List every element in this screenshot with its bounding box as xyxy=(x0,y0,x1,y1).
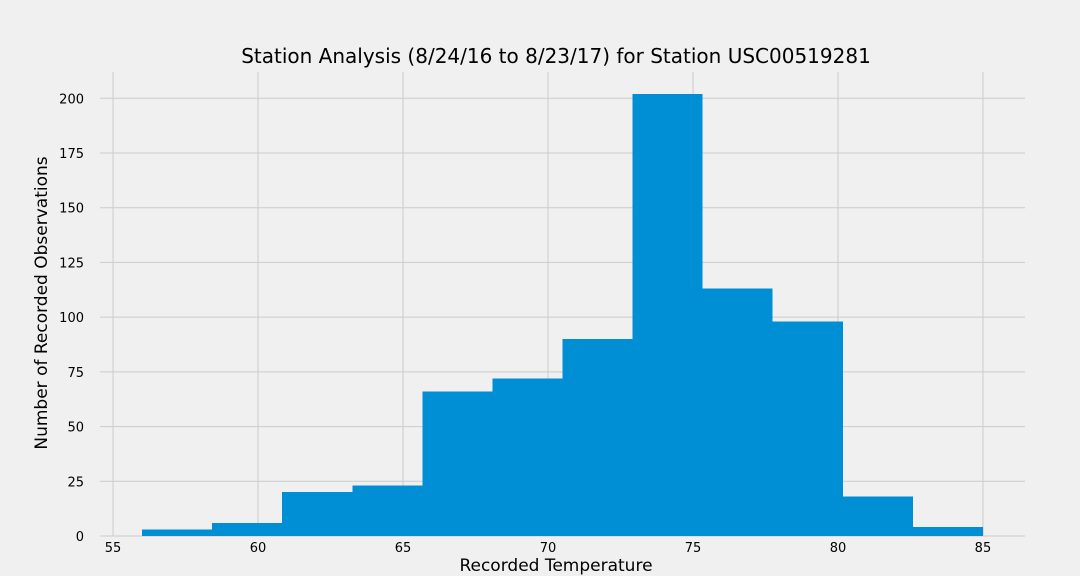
y-axis-label: Number of Recorded Observations xyxy=(32,156,52,449)
histogram-bar xyxy=(562,339,633,536)
y-tick-label: 125 xyxy=(59,256,84,271)
chart-title: Station Analysis (8/24/16 to 8/23/17) fo… xyxy=(241,44,871,68)
histogram-bar xyxy=(282,492,353,536)
histogram-bar xyxy=(212,522,283,536)
x-tick-label: 85 xyxy=(975,541,992,556)
histogram-bar xyxy=(912,527,983,536)
y-tick-label: 150 xyxy=(59,202,84,217)
y-tick-label: 75 xyxy=(67,366,84,381)
histogram-bar xyxy=(142,529,213,536)
x-tick-label: 80 xyxy=(830,541,847,556)
y-tick-label: 200 xyxy=(59,92,84,107)
histogram-bar xyxy=(772,321,843,536)
histogram-bar xyxy=(492,378,563,536)
tick-labels: 0 25 50 75 100 125 150 175 200 55 60 65 70 75 80 85 xyxy=(59,92,991,556)
x-tick-label: 55 xyxy=(105,541,122,556)
histogram-bar xyxy=(352,485,423,536)
y-tick-label: 0 xyxy=(76,530,84,545)
histogram-bar xyxy=(422,391,493,536)
x-tick-label: 65 xyxy=(395,541,412,556)
histogram-bar xyxy=(632,93,703,537)
y-tick-label: 50 xyxy=(67,421,84,436)
x-tick-label: 70 xyxy=(540,541,557,556)
x-tick-label: 75 xyxy=(685,541,702,556)
y-tick-label: 100 xyxy=(59,311,84,326)
x-tick-label: 60 xyxy=(250,541,267,556)
histogram-bar xyxy=(842,496,913,536)
histogram-bars xyxy=(142,93,983,537)
x-axis-label: Recorded Temperature xyxy=(459,556,652,576)
y-tick-label: 25 xyxy=(67,475,84,490)
histogram-bar xyxy=(702,288,773,536)
y-tick-label: 175 xyxy=(59,147,84,162)
